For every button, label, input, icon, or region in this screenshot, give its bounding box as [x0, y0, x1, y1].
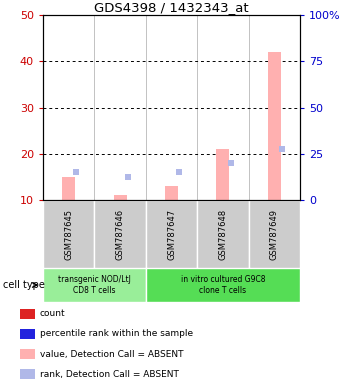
Bar — [20, 369, 35, 379]
Bar — [197, 200, 249, 268]
Bar — [20, 309, 35, 319]
Text: rank, Detection Call = ABSENT: rank, Detection Call = ABSENT — [40, 369, 179, 379]
Bar — [216, 149, 229, 200]
Text: cell type: cell type — [3, 280, 45, 290]
Bar — [20, 329, 35, 339]
Text: GSM787649: GSM787649 — [270, 209, 279, 260]
Text: GSM787647: GSM787647 — [167, 209, 176, 260]
Bar — [43, 200, 94, 268]
Text: transgenic NOD/LtJ
CD8 T cells: transgenic NOD/LtJ CD8 T cells — [58, 275, 131, 295]
Text: GSM787648: GSM787648 — [218, 209, 227, 260]
Bar — [94, 200, 146, 268]
Bar — [43, 268, 146, 302]
Bar — [62, 177, 75, 200]
Text: in vitro cultured G9C8
clone T cells: in vitro cultured G9C8 clone T cells — [181, 275, 265, 295]
Bar — [268, 52, 281, 200]
Bar — [146, 268, 300, 302]
Bar — [114, 195, 127, 200]
Text: value, Detection Call = ABSENT: value, Detection Call = ABSENT — [40, 349, 183, 359]
Bar — [165, 186, 178, 200]
Text: percentile rank within the sample: percentile rank within the sample — [40, 329, 193, 339]
Bar — [249, 200, 300, 268]
Text: GSM787646: GSM787646 — [116, 209, 125, 260]
Bar — [146, 200, 197, 268]
Text: count: count — [40, 310, 66, 318]
Text: GSM787645: GSM787645 — [64, 209, 73, 260]
Bar — [20, 349, 35, 359]
Title: GDS4398 / 1432343_at: GDS4398 / 1432343_at — [94, 1, 249, 14]
